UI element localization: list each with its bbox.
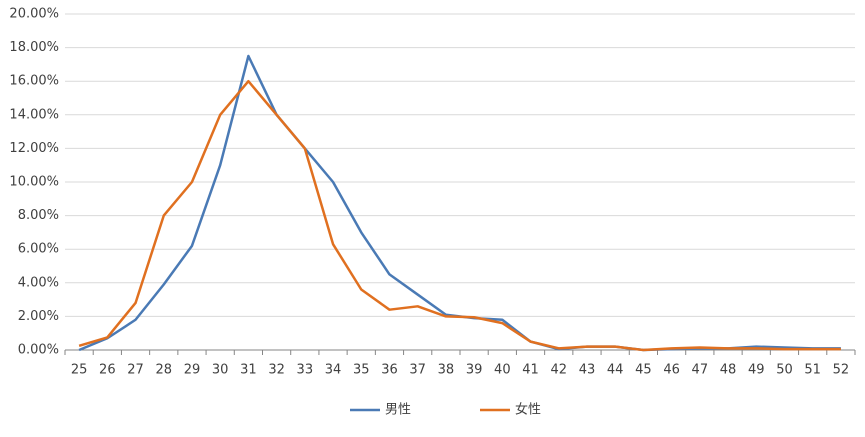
x-tick-label: 34 — [325, 363, 342, 378]
x-tick-label: 30 — [212, 363, 229, 378]
x-tick-label: 26 — [99, 363, 116, 378]
y-tick-label: 12.00% — [9, 141, 59, 156]
x-tick-label: 43 — [579, 363, 596, 378]
x-tick-label: 49 — [748, 363, 765, 378]
y-tick-label: 16.00% — [9, 74, 59, 89]
x-tick-label: 27 — [127, 363, 144, 378]
x-tick-label: 48 — [720, 363, 737, 378]
x-tick-label: 41 — [522, 363, 539, 378]
x-tick-label: 25 — [71, 363, 88, 378]
x-tick-label: 32 — [268, 363, 285, 378]
x-tick-label: 36 — [381, 363, 398, 378]
legend-label: 女性 — [515, 402, 541, 418]
x-tick-label: 38 — [438, 363, 455, 378]
x-tick-label: 33 — [297, 363, 314, 378]
y-tick-label: 20.00% — [9, 7, 59, 22]
y-tick-label: 2.00% — [18, 309, 59, 324]
x-tick-label: 29 — [184, 363, 201, 378]
x-tick-label: 44 — [607, 363, 624, 378]
x-tick-label: 37 — [409, 363, 426, 378]
x-tick-label: 46 — [663, 363, 680, 378]
series-line — [78, 79, 841, 352]
y-tick-label: 18.00% — [9, 40, 59, 55]
y-tick-label: 0.00% — [18, 343, 59, 358]
x-tick-label: 40 — [494, 363, 511, 378]
y-tick-label: 8.00% — [18, 208, 59, 223]
y-tick-label: 14.00% — [9, 107, 59, 122]
y-tick-label: 6.00% — [18, 242, 59, 257]
legend-label: 男性 — [385, 403, 411, 418]
x-tick-label: 51 — [804, 363, 821, 378]
x-tick-label: 47 — [692, 363, 709, 378]
x-tick-label: 39 — [466, 363, 483, 378]
y-tick-label: 4.00% — [18, 275, 59, 290]
x-tick-label: 45 — [635, 363, 652, 378]
y-tick-label: 10.00% — [9, 175, 59, 190]
x-tick-label: 50 — [776, 363, 793, 378]
x-tick-label: 52 — [833, 363, 850, 378]
x-tick-label: 28 — [155, 363, 172, 378]
x-tick-label: 31 — [240, 363, 257, 378]
x-tick-label: 42 — [550, 363, 567, 378]
x-tick-label: 35 — [353, 363, 370, 378]
series-line — [78, 54, 841, 352]
